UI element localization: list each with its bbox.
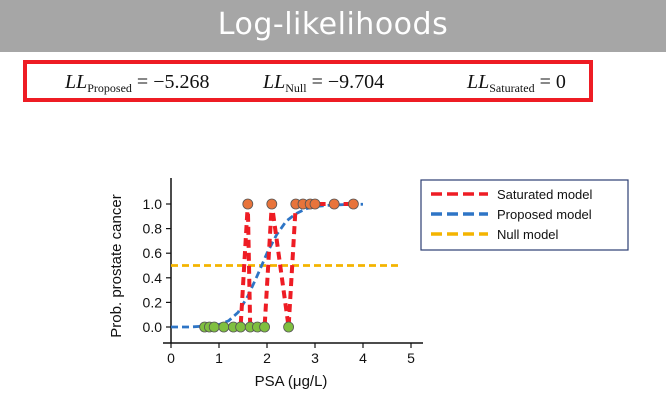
log-likelihood-box: LLProposed = −5.268 LLNull = −9.704 LLSa… (23, 60, 593, 102)
data-point (242, 198, 254, 210)
ll-null-symbol: LL (263, 71, 286, 93)
data-point (266, 198, 278, 210)
y-tick-label: 0.8 (143, 221, 163, 237)
y-tick-label: 0.6 (143, 245, 163, 261)
ll-proposed: LLProposed = −5.268 (65, 71, 209, 96)
data-point (235, 321, 247, 333)
ll-null-value: = −9.704 (311, 71, 385, 93)
x-tick-label: 0 (167, 350, 175, 366)
data-point (283, 321, 295, 333)
legend-label: Saturated model (497, 187, 593, 202)
data-point (309, 198, 321, 210)
y-tick-label: 0.0 (143, 319, 163, 335)
data-point (328, 198, 340, 210)
ll-saturated-symbol: LL (467, 71, 490, 93)
y-tick-label: 1.0 (143, 196, 163, 212)
x-tick-label: 3 (311, 350, 319, 366)
ll-null-subscript: Null (285, 81, 307, 95)
ll-saturated-value: = 0 (539, 71, 566, 93)
ll-proposed-symbol: LL (65, 71, 88, 93)
data-point (347, 198, 359, 210)
data-point (208, 321, 220, 333)
y-axis-label: Prob. prostate cancer (108, 194, 125, 337)
ll-saturated-subscript: Saturated (489, 81, 535, 95)
data-point (218, 321, 230, 333)
x-tick-label: 4 (359, 350, 367, 366)
data-point (259, 321, 271, 333)
page-title: Log-likelihoods (217, 7, 449, 42)
title-bar: Log-likelihoods (0, 0, 666, 52)
ll-proposed-value: = −5.268 (136, 71, 210, 93)
x-tick-label: 1 (215, 350, 223, 366)
ll-saturated: LLSaturated = 0 (467, 71, 566, 96)
x-axis-label: PSA (μg/L) (255, 373, 328, 390)
legend-label: Null model (497, 227, 559, 242)
x-tick-label: 2 (263, 350, 271, 366)
ll-proposed-subscript: Proposed (87, 81, 132, 95)
y-tick-label: 0.2 (143, 294, 163, 310)
y-tick-label: 0.4 (143, 270, 163, 286)
x-tick-label: 5 (407, 350, 415, 366)
ll-null: LLNull = −9.704 (263, 71, 384, 96)
legend-label: Proposed model (497, 207, 592, 222)
